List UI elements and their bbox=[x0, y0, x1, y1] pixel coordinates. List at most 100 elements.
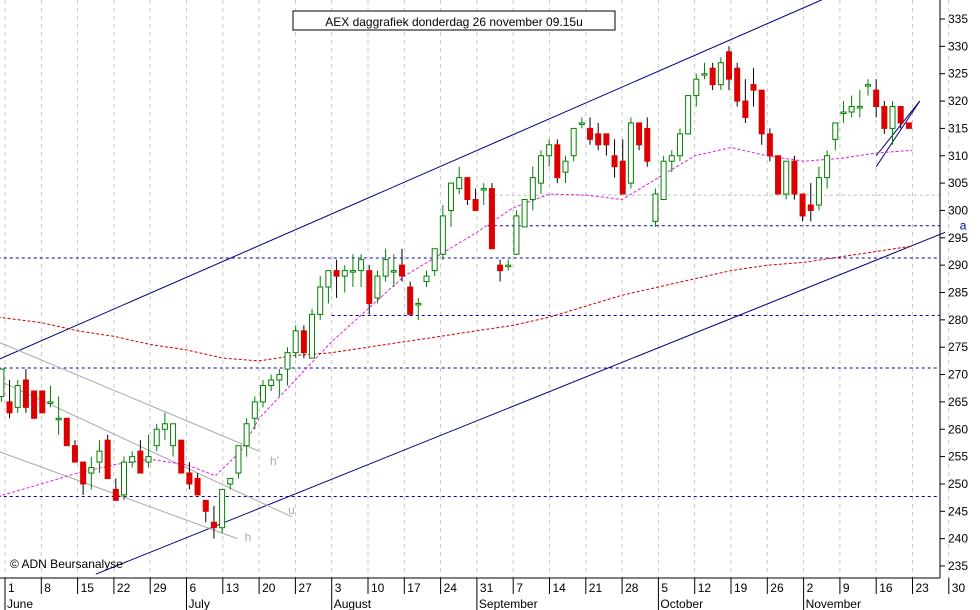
candle bbox=[587, 117, 594, 145]
y-tick-label: 310 bbox=[948, 149, 968, 163]
candle bbox=[717, 57, 724, 91]
x-tick-label: 27 bbox=[298, 581, 312, 595]
y-tick-label: 235 bbox=[948, 559, 968, 573]
candle-body bbox=[39, 390, 46, 414]
candle bbox=[636, 122, 643, 151]
candle-body bbox=[529, 177, 536, 201]
candle-body bbox=[611, 155, 618, 168]
candle-body bbox=[358, 259, 365, 272]
candle-body bbox=[202, 499, 209, 512]
candle bbox=[693, 73, 700, 107]
candle bbox=[55, 396, 62, 435]
candle bbox=[652, 188, 659, 227]
candle-body bbox=[55, 417, 62, 421]
candle bbox=[80, 461, 87, 495]
y-tick-label: 315 bbox=[948, 121, 968, 135]
candle bbox=[243, 418, 250, 457]
candle-body bbox=[390, 270, 397, 273]
candle-body bbox=[366, 270, 373, 304]
candle-body bbox=[815, 177, 822, 206]
month-label: August bbox=[334, 597, 372, 610]
candle-body bbox=[791, 160, 798, 195]
month-label: November bbox=[806, 597, 861, 610]
candle bbox=[284, 347, 291, 386]
candle bbox=[529, 166, 536, 211]
candle-body bbox=[848, 106, 855, 113]
candle-body bbox=[0, 368, 5, 397]
candle-body bbox=[382, 259, 389, 277]
candle-body bbox=[513, 215, 520, 255]
candle bbox=[96, 440, 103, 474]
candle-body bbox=[309, 313, 316, 359]
trendline bbox=[0, 342, 260, 452]
candle bbox=[39, 390, 46, 414]
candle bbox=[210, 505, 217, 539]
candle bbox=[603, 133, 610, 156]
candle-body bbox=[88, 467, 95, 474]
candles bbox=[0, 46, 912, 539]
x-tick-label: 22 bbox=[117, 581, 131, 595]
x-tick-label: 26 bbox=[770, 581, 784, 595]
candle bbox=[88, 456, 95, 490]
candle-body bbox=[407, 286, 414, 315]
candle-body bbox=[170, 423, 177, 447]
candle-body bbox=[783, 160, 790, 195]
candle-body bbox=[537, 155, 544, 184]
y-tick-label: 290 bbox=[948, 258, 968, 272]
candle-body bbox=[219, 488, 226, 529]
candle bbox=[578, 117, 585, 129]
candle bbox=[734, 62, 741, 107]
candle-body bbox=[341, 270, 348, 277]
candle-body bbox=[546, 144, 553, 157]
candle bbox=[292, 325, 299, 359]
grid bbox=[4, 0, 950, 578]
candle-body bbox=[766, 133, 773, 157]
candle-body bbox=[47, 401, 54, 404]
candle bbox=[742, 79, 749, 123]
y-tick-label: 305 bbox=[948, 176, 968, 190]
candle bbox=[521, 199, 528, 228]
x-tick-label: 9 bbox=[843, 581, 850, 595]
x-tick-label: 30 bbox=[952, 581, 966, 595]
chart-title: AEX daggrafiek donderdag 26 november 09.… bbox=[325, 15, 583, 29]
plot-frame bbox=[0, 0, 941, 579]
candle-body bbox=[31, 390, 38, 419]
candle-body bbox=[423, 275, 430, 283]
candle-body bbox=[431, 248, 438, 272]
annotations: a h' u h bbox=[245, 219, 967, 545]
candle bbox=[832, 122, 839, 151]
candle-body bbox=[889, 106, 896, 129]
candle-body bbox=[464, 177, 471, 201]
candle-body bbox=[840, 111, 847, 114]
trendline bbox=[0, 0, 822, 360]
candle-body bbox=[644, 127, 651, 162]
annotation-label: a bbox=[960, 219, 967, 233]
candle-body bbox=[488, 188, 495, 250]
candle bbox=[194, 473, 201, 496]
candle bbox=[333, 259, 340, 298]
month-label: June bbox=[7, 597, 33, 610]
candle bbox=[170, 423, 177, 457]
candle-body bbox=[178, 439, 185, 474]
chart-title-box bbox=[292, 10, 616, 31]
candle-body bbox=[161, 423, 168, 430]
candle bbox=[660, 155, 667, 201]
trendline bbox=[95, 231, 946, 575]
candle-body bbox=[685, 95, 692, 135]
candle-body bbox=[112, 488, 119, 501]
candle bbox=[824, 150, 831, 189]
candle bbox=[374, 270, 381, 304]
candle-body bbox=[276, 374, 283, 381]
y-tick-label: 335 bbox=[948, 12, 968, 26]
candle bbox=[423, 270, 430, 288]
candle bbox=[546, 139, 553, 167]
candle bbox=[145, 434, 152, 468]
candle-body bbox=[472, 199, 479, 211]
candle-body bbox=[398, 264, 405, 277]
candle-body bbox=[268, 379, 275, 386]
candle bbox=[537, 150, 544, 195]
candle bbox=[799, 193, 806, 222]
candle bbox=[726, 46, 733, 91]
candle bbox=[766, 128, 773, 162]
